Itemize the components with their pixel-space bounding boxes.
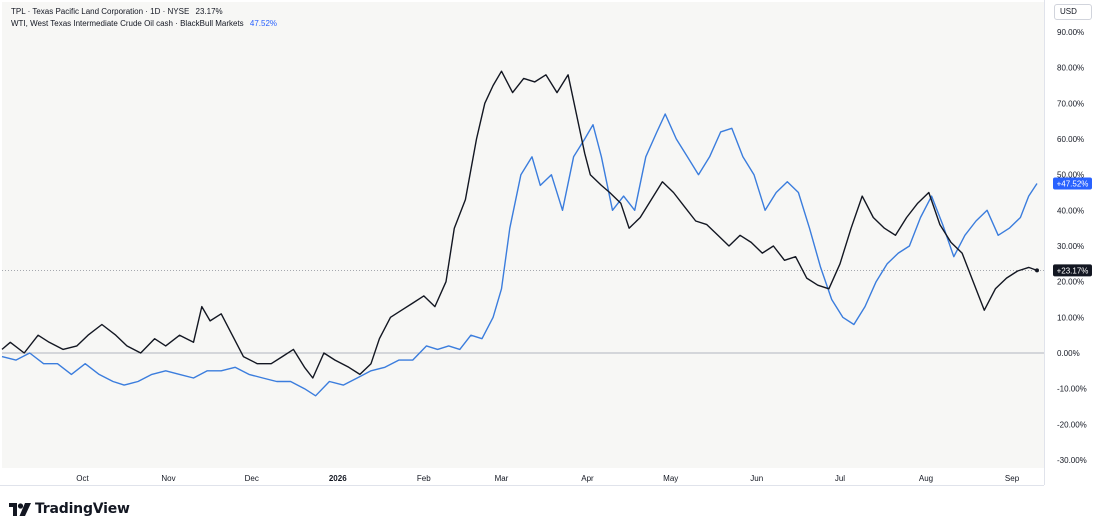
x-tick-label: Jul (835, 474, 845, 483)
currency-button[interactable]: USD (1054, 4, 1092, 20)
x-tick-label: May (663, 474, 678, 483)
price-chart[interactable]: 90.00% 80.00% 70.00% 60.00% 50.00% 40.00% 30.0… (0, 0, 1100, 495)
tradingview-logo[interactable]: TradingView (9, 500, 130, 518)
x-tick-label: Dec (245, 474, 259, 483)
series-line-tpl[interactable] (1, 70, 1038, 379)
y-tick-label: 50.00% (1057, 171, 1084, 180)
x-tick-label: Jun (750, 474, 763, 483)
y-tick-label: 30.00% (1057, 242, 1084, 251)
x-tick-label: Feb (417, 474, 431, 483)
x-tick-label: Aug (919, 474, 933, 483)
legend-row-tpl[interactable]: TPL · Texas Pacific Land Corporation · 1… (11, 6, 277, 18)
y-tick-label: 70.00% (1057, 99, 1084, 108)
y-tick-label: 60.00% (1057, 135, 1084, 144)
legend-value-wti: 47.52% (249, 19, 278, 28)
tradingview-logo-text: TradingView (35, 501, 130, 517)
y-tick-label: -20.00% (1057, 420, 1087, 429)
legend-series-wti: WTI, West Texas Intermediate Crude Oil c… (11, 19, 244, 28)
price-badge-wti (1053, 177, 1092, 190)
x-tick-label: Nov (161, 474, 175, 483)
tradingview-logo-icon (9, 502, 31, 516)
plot-area[interactable] (2, 2, 1044, 468)
x-tick-label: Apr (581, 474, 594, 483)
x-tick-label: 2026 (329, 474, 347, 483)
y-tick-label: -10.00% (1057, 385, 1087, 394)
price-badge-wti-label: +47.52% (1057, 180, 1089, 189)
y-tick-label: 90.00% (1057, 28, 1084, 37)
y-tick-label: 80.00% (1057, 64, 1084, 73)
chart-panel[interactable]: 90.00% 80.00% 70.00% 60.00% 50.00% 40.00% 30.0… (0, 0, 1100, 495)
legend-row-wti[interactable]: WTI, West Texas Intermediate Crude Oil c… (11, 18, 277, 30)
y-tick-label: 10.00% (1057, 313, 1084, 322)
x-tick-label: Mar (495, 474, 509, 483)
price-badge-tpl-label: +23.17% (1057, 266, 1089, 275)
series-end-marker-tpl (1035, 268, 1039, 273)
legend-series-tpl: TPL · Texas Pacific Land Corporation · 1… (11, 7, 190, 16)
legend: TPL · Texas Pacific Land Corporation · 1… (11, 6, 277, 30)
x-tick-label: Oct (76, 474, 89, 483)
y-tick-label: 0.00% (1057, 349, 1080, 358)
y-tick-label: 40.00% (1057, 206, 1084, 215)
x-tick-label: Sep (1005, 474, 1020, 483)
legend-value-tpl: 23.17% (195, 7, 223, 16)
y-tick-label: -30.00% (1057, 456, 1087, 465)
series-line-wti[interactable] (1, 113, 1038, 397)
price-badge-tpl (1053, 264, 1092, 277)
y-tick-label: 20.00% (1057, 278, 1084, 287)
